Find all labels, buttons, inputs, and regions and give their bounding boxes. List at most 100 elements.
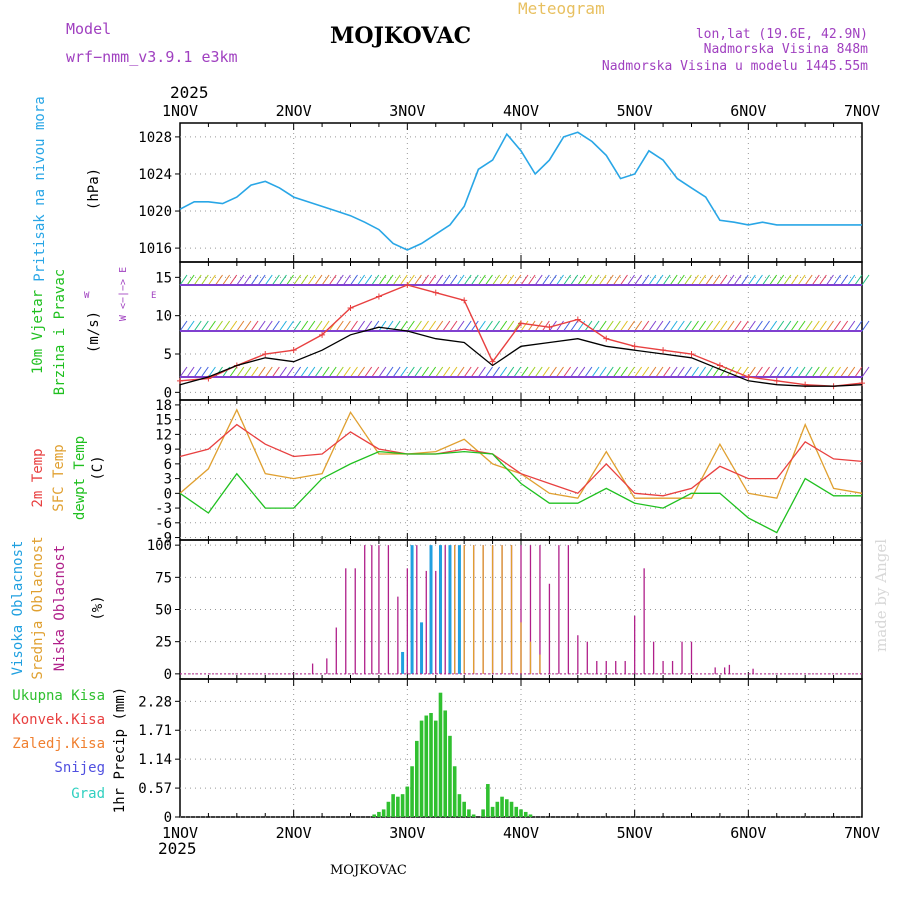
wind-barb	[854, 320, 863, 332]
wind-barb	[328, 274, 337, 286]
wind-barb	[584, 366, 593, 378]
precip-bar	[523, 811, 528, 817]
wind-barb	[818, 320, 827, 332]
wind-barb	[456, 320, 465, 332]
wind-barb	[243, 366, 252, 378]
wind-barb	[719, 274, 728, 286]
wind-barb	[506, 274, 515, 286]
wind-barb	[406, 366, 415, 378]
wind-barb	[371, 320, 380, 332]
wind-barb	[271, 274, 280, 286]
temp-tick-label: -9	[155, 531, 172, 547]
wind-barb	[442, 274, 451, 286]
wind-barb	[307, 320, 316, 332]
wind-barb	[783, 366, 792, 378]
gust-marker	[375, 293, 382, 300]
wind-barb	[747, 366, 756, 378]
wind-barb	[669, 274, 678, 286]
precip-bar	[486, 784, 490, 817]
wind-barb	[271, 320, 280, 332]
wind-barb	[328, 366, 337, 378]
wind-barb	[321, 274, 330, 286]
wind-barb	[726, 366, 735, 378]
wind-barb	[357, 274, 366, 286]
precip-bar	[429, 712, 433, 817]
wind-barb	[485, 320, 493, 332]
wind-barb	[300, 320, 309, 332]
wind-barb	[385, 274, 394, 286]
wind-barb	[293, 274, 302, 286]
subtitle: Meteogram	[518, 0, 605, 18]
wind-barb	[293, 366, 302, 378]
date-tick-label-bottom: 2NOV	[276, 824, 312, 842]
wind-barb	[755, 366, 763, 378]
wind-barb	[776, 320, 785, 332]
pressure-line	[179, 131, 862, 251]
wind-barb	[506, 366, 515, 378]
wind-speed-line	[179, 326, 863, 387]
wind-barb	[357, 366, 366, 378]
wind-barb	[818, 274, 827, 286]
precip-bar	[452, 766, 457, 817]
wind-barb	[804, 320, 813, 332]
wind-barb	[470, 274, 479, 286]
cloud-low-bar	[364, 545, 366, 674]
gust-marker	[518, 320, 524, 327]
wind-barb	[641, 320, 650, 332]
wind-barb	[229, 366, 238, 378]
wind-barb	[236, 274, 245, 286]
precip-bar	[391, 794, 395, 817]
cloud-tick-label: 0	[164, 667, 172, 683]
wind-ylabel-unit: (m/s)	[86, 311, 102, 353]
wind-barb	[215, 274, 223, 286]
wind-barb	[740, 320, 749, 332]
wind-barb	[797, 366, 806, 378]
wind-barb	[428, 274, 437, 286]
temp-tick-label: 0	[164, 486, 172, 502]
cloud-low-bar	[548, 583, 551, 674]
wind-barb	[193, 320, 202, 332]
date-tick-label-bottom: 4NOV	[503, 824, 539, 842]
precip-legend-snow: Snijeg	[54, 760, 105, 776]
page-title: MOJKOVAC	[330, 23, 471, 49]
wind-barb	[279, 366, 287, 378]
wind-barb	[470, 320, 479, 332]
wind-barb	[861, 366, 870, 378]
wind-barb	[186, 320, 195, 332]
cloud-mid-bar	[472, 545, 475, 674]
year-bottom-label: 2025	[158, 839, 197, 858]
wind-barb	[570, 366, 579, 378]
precip-bar	[514, 806, 519, 817]
wind-barb	[286, 274, 294, 286]
wind-barb	[314, 320, 323, 332]
wind-barb	[563, 320, 572, 332]
wind-barb	[279, 274, 287, 286]
wind-barb	[577, 274, 586, 286]
wind-barb	[556, 320, 564, 332]
date-tick-label-top: 3NOV	[389, 102, 425, 120]
wind-barb	[691, 366, 699, 378]
wind-barb	[492, 274, 500, 286]
wind-barb	[612, 320, 621, 332]
wind-barb	[747, 320, 756, 332]
gust-marker	[262, 351, 269, 357]
wind-barb	[790, 320, 799, 332]
wind-barb	[811, 366, 820, 378]
cloud-low-bar	[690, 641, 693, 674]
cloud-low-bar	[425, 570, 427, 674]
wind-barb	[556, 274, 564, 286]
wind-barb	[449, 320, 458, 332]
precip-legend-hail: Grad	[71, 786, 105, 802]
cloud-low-bar	[681, 641, 683, 674]
wind-barb	[435, 274, 444, 286]
wind-barb	[655, 274, 664, 286]
wind-barb	[598, 366, 607, 378]
wind-barb	[648, 366, 657, 378]
temp-tick-label: 6	[164, 457, 172, 473]
wind-barb	[527, 366, 536, 378]
wind-barb	[300, 274, 309, 286]
wind-barb	[179, 366, 188, 378]
wind-barb	[470, 366, 479, 378]
cloud-low-bar	[387, 545, 390, 674]
cloud-tick-label: 25	[155, 635, 172, 651]
